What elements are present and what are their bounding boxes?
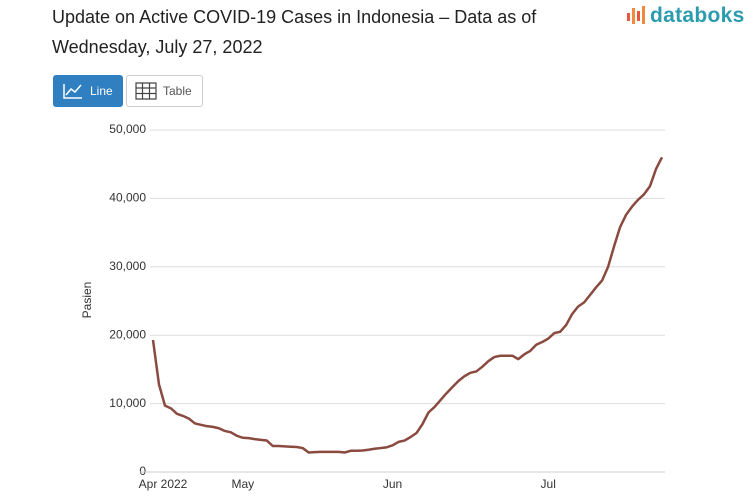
x-tick-label: May (231, 477, 254, 491)
x-tick-label: Jun (383, 477, 402, 491)
table-icon (135, 82, 157, 100)
table-button[interactable]: Table (126, 75, 203, 107)
line-button[interactable]: Line (53, 75, 123, 107)
logo-text: databoks (650, 4, 745, 27)
x-tick-label: Apr 2022 (139, 477, 188, 491)
button-label: Table (163, 84, 192, 98)
y-tick-label: 10,000 (109, 396, 146, 410)
logo-icon (627, 6, 645, 24)
y-tick-label: 30,000 (109, 259, 146, 273)
chart-title: Update on Active COVID-19 Cases in Indon… (52, 7, 537, 57)
y-axis-label: Pasien (80, 282, 94, 319)
button-label: Line (90, 84, 113, 98)
logo: databoks (626, 2, 745, 30)
y-tick-label: 50,000 (109, 122, 146, 136)
y-tick-label: 40,000 (109, 191, 146, 205)
x-tick-label: Jul (541, 477, 556, 491)
line-icon (63, 84, 82, 99)
data-line (151, 156, 664, 454)
y-tick-label: 20,000 (109, 327, 146, 341)
y-tick-label: 0 (139, 464, 146, 478)
